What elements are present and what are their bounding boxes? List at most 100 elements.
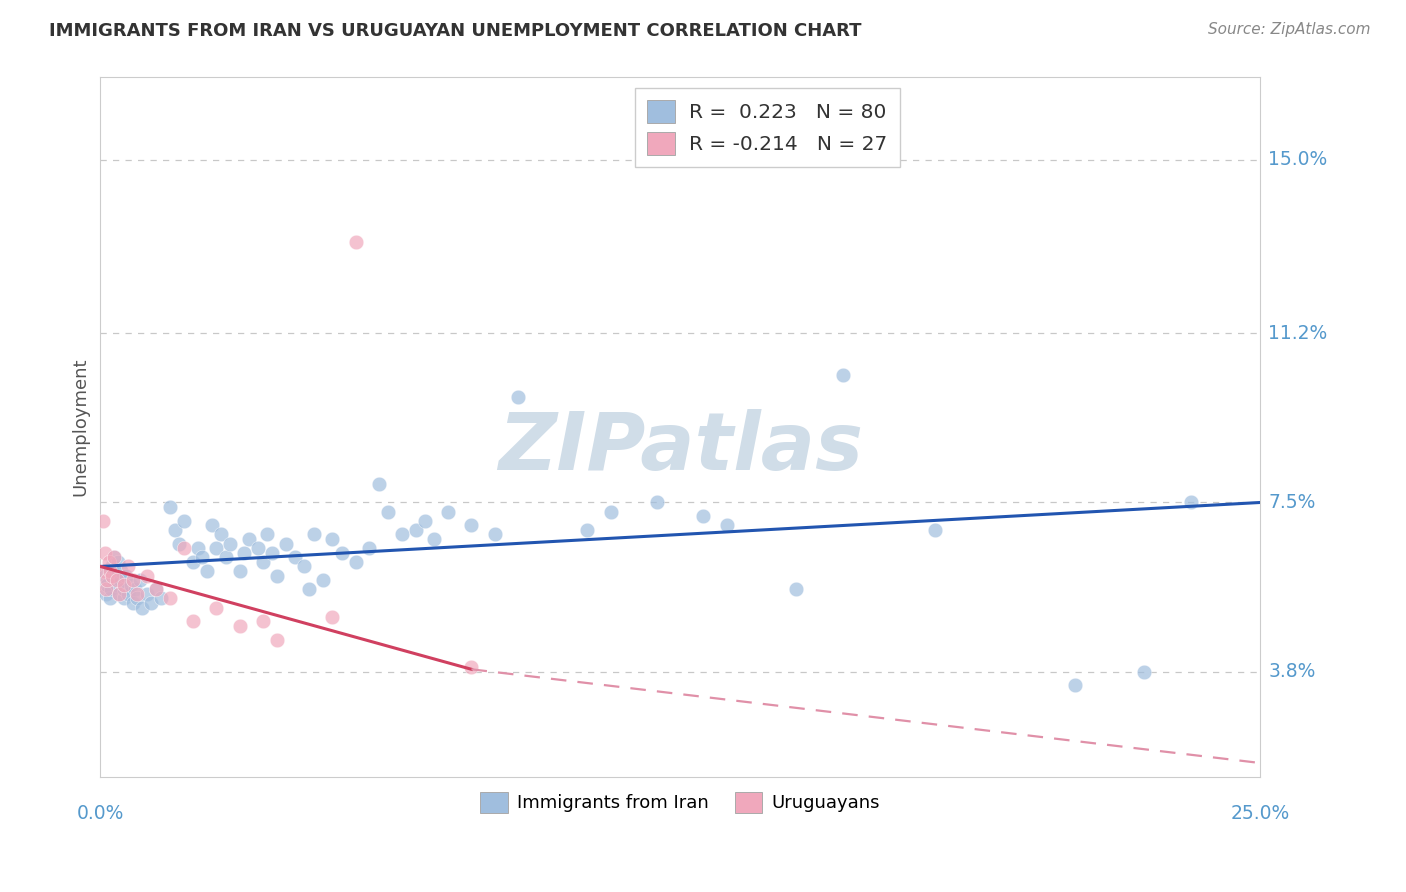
Text: 11.2%: 11.2% — [1268, 324, 1327, 343]
Point — [423, 532, 446, 546]
Point — [260, 546, 283, 560]
Point — [94, 582, 117, 597]
Text: 7.5%: 7.5% — [1268, 493, 1316, 512]
Point — [112, 591, 135, 606]
Point — [330, 546, 353, 560]
Point — [163, 523, 186, 537]
Point — [247, 541, 270, 556]
Point — [252, 615, 274, 629]
Text: ZIPatlas: ZIPatlas — [498, 409, 863, 487]
Point — [127, 587, 149, 601]
Point — [105, 573, 128, 587]
Point — [96, 573, 118, 587]
Point — [367, 477, 389, 491]
Point — [692, 509, 714, 524]
Point — [1063, 678, 1085, 692]
Point — [135, 587, 157, 601]
Point — [576, 523, 599, 537]
Point — [484, 527, 506, 541]
Point — [214, 550, 236, 565]
Point — [302, 527, 325, 541]
Point — [321, 609, 343, 624]
Text: IMMIGRANTS FROM IRAN VS URUGUAYAN UNEMPLOYMENT CORRELATION CHART: IMMIGRANTS FROM IRAN VS URUGUAYAN UNEMPL… — [49, 22, 862, 40]
Point — [114, 582, 136, 597]
Point — [117, 559, 139, 574]
Point — [167, 536, 190, 550]
Point — [131, 600, 153, 615]
Point — [506, 390, 529, 404]
Point — [103, 573, 125, 587]
Point — [127, 591, 149, 606]
Point — [103, 550, 125, 565]
Point — [110, 564, 132, 578]
Point — [98, 591, 121, 606]
Point — [101, 559, 124, 574]
Point — [1133, 665, 1156, 679]
Point — [100, 582, 122, 597]
Legend: Immigrants from Iran, Uruguayans: Immigrants from Iran, Uruguayans — [474, 785, 887, 820]
Point — [105, 578, 128, 592]
Point — [233, 546, 256, 560]
Text: 25.0%: 25.0% — [1230, 805, 1289, 823]
Point — [228, 564, 250, 578]
Point — [405, 523, 427, 537]
Point — [645, 495, 668, 509]
Point — [112, 578, 135, 592]
Point — [359, 541, 381, 556]
Point — [120, 578, 142, 592]
Point — [107, 555, 129, 569]
Point — [205, 600, 228, 615]
Point — [121, 596, 143, 610]
Point — [274, 536, 297, 550]
Point — [103, 550, 125, 565]
Point — [252, 555, 274, 569]
Point — [437, 505, 460, 519]
Point — [94, 587, 117, 601]
Text: 15.0%: 15.0% — [1268, 150, 1327, 169]
Point — [312, 573, 335, 587]
Point — [141, 596, 163, 610]
Point — [413, 514, 436, 528]
Point — [108, 573, 131, 587]
Text: Source: ZipAtlas.com: Source: ZipAtlas.com — [1208, 22, 1371, 37]
Point — [1180, 495, 1202, 509]
Point — [228, 619, 250, 633]
Y-axis label: Unemployment: Unemployment — [72, 358, 89, 496]
Point — [97, 555, 120, 569]
Point — [108, 587, 131, 601]
Point — [238, 532, 260, 546]
Point — [101, 568, 124, 582]
Point — [344, 555, 367, 569]
Point — [117, 587, 139, 601]
Point — [145, 582, 167, 597]
Point — [831, 368, 853, 382]
Point — [104, 568, 127, 582]
Point — [94, 568, 117, 582]
Point — [344, 235, 367, 249]
Point — [391, 527, 413, 541]
Point — [266, 632, 288, 647]
Point — [716, 518, 738, 533]
Point — [159, 591, 181, 606]
Point — [96, 578, 118, 592]
Point — [98, 564, 121, 578]
Point — [785, 582, 807, 597]
Point — [205, 541, 228, 556]
Point — [94, 546, 117, 560]
Point — [91, 514, 114, 528]
Point — [181, 555, 204, 569]
Point — [460, 660, 482, 674]
Point — [460, 518, 482, 533]
Point — [321, 532, 343, 546]
Point — [201, 518, 224, 533]
Point — [128, 573, 150, 587]
Point — [149, 591, 172, 606]
Point — [115, 568, 138, 582]
Point — [219, 536, 242, 550]
Point — [256, 527, 278, 541]
Point — [159, 500, 181, 514]
Point — [173, 541, 195, 556]
Point — [121, 573, 143, 587]
Text: 3.8%: 3.8% — [1268, 662, 1316, 681]
Point — [209, 527, 232, 541]
